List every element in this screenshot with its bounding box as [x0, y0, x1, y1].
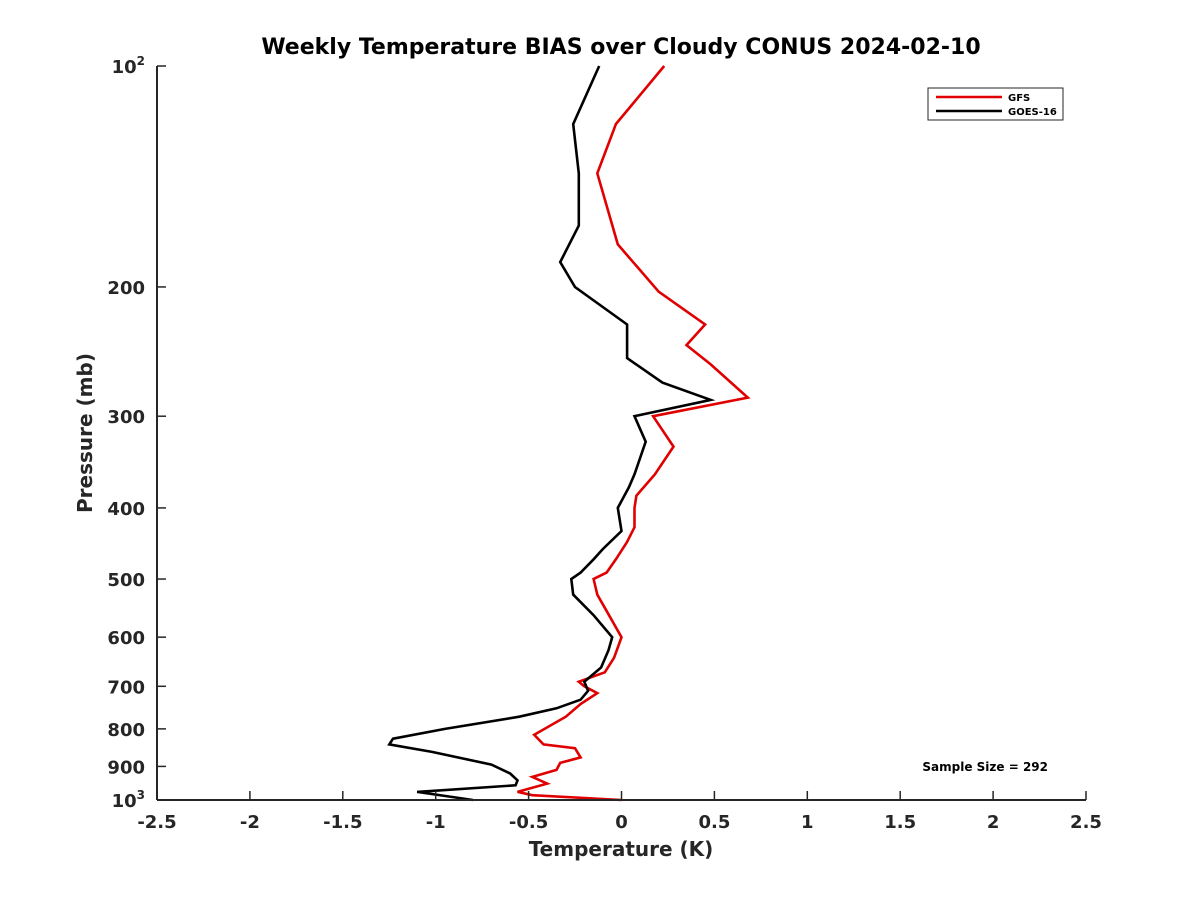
x-axis-label: Temperature (K): [529, 837, 714, 861]
legend-label-goes16: GOES-16: [1008, 107, 1057, 118]
y-tick-label: 900: [107, 757, 145, 778]
x-tick-label: 0: [615, 812, 628, 833]
y-tick-label: 600: [107, 628, 145, 649]
series-layer: [387, 65, 751, 802]
y-tick-label: 103: [112, 788, 145, 812]
chart-title: Weekly Temperature BIAS over Cloudy CONU…: [261, 35, 980, 60]
x-tick-label: 1: [801, 812, 814, 833]
legend: GFS GOES-16: [927, 87, 1064, 121]
y-tick-label: 102: [112, 54, 145, 78]
x-tick-label: 2: [987, 812, 1000, 833]
x-tick-label: 1.5: [884, 812, 916, 833]
y-tick-label: 300: [107, 407, 145, 428]
y-tick-label: 200: [107, 278, 145, 299]
sample-size-annotation: Sample Size = 292: [922, 760, 1048, 774]
x-tick-label: -2: [240, 812, 260, 833]
series-line-goes16: [387, 65, 716, 802]
x-tick-label: -2.5: [137, 812, 176, 833]
legend-box: [927, 87, 1064, 121]
x-tick-label: -0.5: [509, 812, 548, 833]
axes: -2.5 -2 -1.5 -1 -0.5 0 0.5 1 1.5 2 2.5 102 200 300 400…: [107, 54, 1102, 833]
x-tick-label: -1: [426, 812, 446, 833]
x-tick-label: -1.5: [323, 812, 362, 833]
x-tick-label: 2.5: [1070, 812, 1102, 833]
y-tick-label: 400: [107, 499, 145, 520]
plot-area: -2.5 -2 -1.5 -1 -0.5 0 0.5 1 1.5 2 2.5 102 200 300 400…: [107, 54, 1102, 833]
legend-label-gfs: GFS: [1008, 93, 1030, 104]
y-tick-label: 700: [107, 677, 145, 698]
x-tick-label: 0.5: [698, 812, 730, 833]
series-line-gfs: [517, 65, 751, 802]
y-tick-label: 800: [107, 720, 145, 741]
y-axis-label: Pressure (mb): [73, 353, 97, 513]
y-tick-label: 500: [107, 570, 145, 591]
